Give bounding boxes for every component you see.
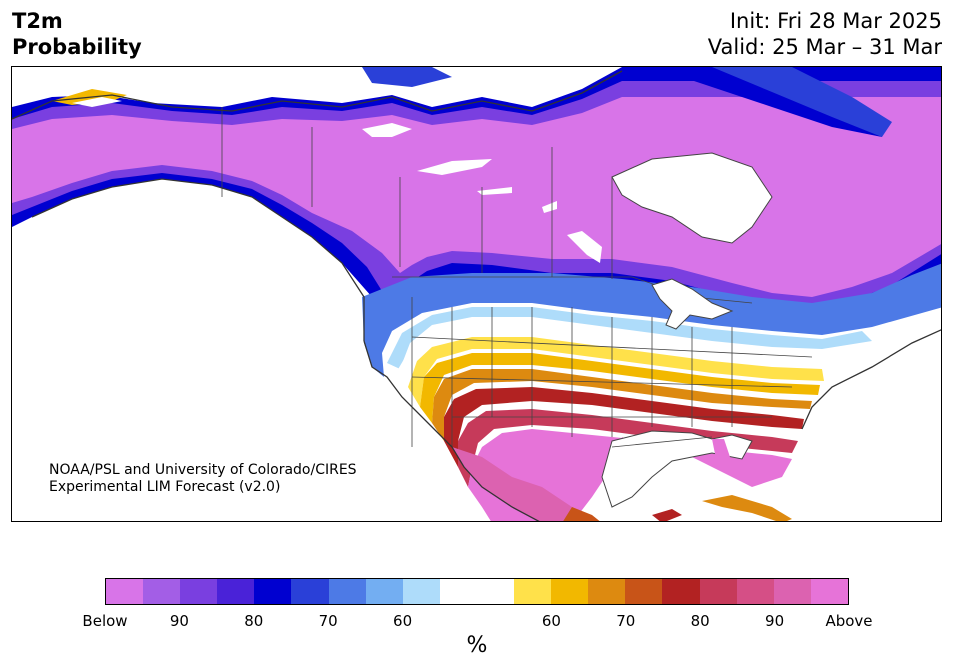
colorbar <box>105 578 849 605</box>
canada-cold-main <box>12 97 941 297</box>
colorbar-swatch <box>328 579 366 604</box>
colorbar-swatch <box>736 579 774 604</box>
colorbar-swatch <box>588 579 626 604</box>
colorbar-swatch <box>514 579 552 604</box>
political-borders <box>221 107 813 448</box>
colorbar-swatch <box>106 579 144 604</box>
credit-line-2: Experimental LIM Forecast (v2.0) <box>49 479 281 495</box>
product-label: Probability <box>12 35 142 59</box>
colorbar-tick-label: 90 <box>169 612 189 630</box>
great-lakes <box>651 278 734 330</box>
us-warm-yellow <box>408 337 824 407</box>
great-bear-lake <box>362 123 412 137</box>
caribbean-warm <box>652 509 682 521</box>
us-cold-band <box>362 263 941 377</box>
us-neutral-band <box>397 323 832 387</box>
greenland-band <box>652 67 882 137</box>
colorbar-swatch <box>254 579 292 604</box>
colorbar-swatch <box>625 579 663 604</box>
colorbar-swatch <box>291 579 329 604</box>
colorbar-swatch <box>810 579 848 604</box>
colorbar-swatch <box>773 579 811 604</box>
colorbar-swatch <box>439 579 477 604</box>
atlantic-ocean <box>802 337 941 521</box>
colorbar-tick-label: 70 <box>318 612 338 630</box>
florida <box>712 439 730 469</box>
colorbar-swatch <box>143 579 181 604</box>
colorbar-tick-label: 80 <box>244 612 264 630</box>
us-light-blue <box>387 307 872 369</box>
variable-label: T2m <box>12 9 63 33</box>
colorbar-swatch <box>699 579 737 604</box>
lake-small <box>542 201 557 213</box>
colorbar-unit: % <box>466 633 488 658</box>
alaska-warm-strip-2 <box>72 97 122 107</box>
credit-line-1: NOAA/PSL and University of Colorado/CIRE… <box>49 462 357 478</box>
probability-map <box>12 67 941 521</box>
great-slave-lake <box>417 159 492 175</box>
credit-block: NOAA/PSL and University of Colorado/CIRE… <box>49 462 357 496</box>
colorbar-tick-label: 60 <box>393 612 413 630</box>
colorbar-swatch <box>180 579 218 604</box>
colorbar-tick-label: Below <box>82 612 128 630</box>
lake-athabasca <box>477 187 512 195</box>
colorbar-swatch <box>217 579 255 604</box>
colorbar-swatch <box>476 579 515 604</box>
colorbar-swatch <box>365 579 403 604</box>
colorbar-tick-label: 80 <box>690 612 710 630</box>
mexico-land <box>452 447 590 521</box>
colorbar-swatch <box>551 579 589 604</box>
hudson-bay <box>611 152 773 244</box>
run-info: Init: Fri 28 Mar 2025 Valid: 25 Mar – 31… <box>708 8 942 60</box>
us-warm-gold <box>420 353 820 423</box>
colorbar-tick-label: 90 <box>765 612 785 630</box>
cuba-band <box>702 495 792 521</box>
colorbar-swatch <box>662 579 700 604</box>
colorbar-tick-label: 60 <box>541 612 561 630</box>
map-panel: NOAA/PSL and University of Colorado/CIRE… <box>11 66 942 522</box>
lake-winnipeg <box>567 231 602 263</box>
chart-title: T2m Probability <box>12 8 142 60</box>
valid-range: Valid: 25 Mar – 31 Mar <box>707 35 942 59</box>
central-america-warm <box>563 507 600 521</box>
us-warm-red <box>444 387 804 467</box>
colorbar-tick-label: 70 <box>616 612 636 630</box>
init-date: Init: Fri 28 Mar 2025 <box>729 9 942 33</box>
greenland-band-2 <box>712 67 892 137</box>
coastlines <box>12 70 941 521</box>
us-warm-orange <box>432 369 812 441</box>
colorbar-swatch <box>402 579 440 604</box>
arctic-islands <box>362 67 452 87</box>
colorbar-tick-label: Above <box>825 612 873 630</box>
colorbar-tick-labels: Below 90 80 70 60 60 70 80 90 Above <box>0 612 954 632</box>
